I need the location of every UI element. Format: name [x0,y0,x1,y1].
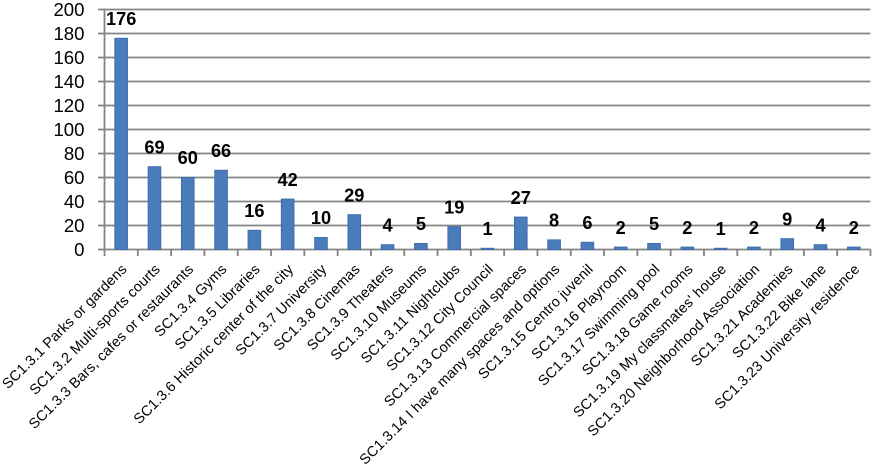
svg-text:80: 80 [64,143,85,164]
svg-text:2: 2 [616,218,626,238]
svg-text:176: 176 [106,9,136,29]
svg-text:140: 140 [53,71,84,92]
svg-text:2: 2 [849,218,859,238]
svg-text:200: 200 [53,0,84,20]
svg-text:100: 100 [53,119,84,140]
svg-text:10: 10 [311,208,331,228]
svg-text:2: 2 [682,218,692,238]
svg-text:27: 27 [511,188,531,208]
svg-text:60: 60 [178,148,198,168]
svg-text:40: 40 [64,191,85,212]
svg-text:5: 5 [649,214,659,234]
svg-text:4: 4 [815,215,826,235]
svg-text:1: 1 [716,219,726,239]
svg-text:69: 69 [144,137,164,157]
svg-text:66: 66 [211,141,231,161]
svg-text:60: 60 [64,167,85,188]
svg-text:42: 42 [278,170,298,190]
svg-text:180: 180 [53,23,84,44]
svg-text:8: 8 [549,211,559,231]
svg-text:29: 29 [344,185,364,205]
svg-text:120: 120 [53,95,84,116]
svg-text:6: 6 [582,213,592,233]
svg-text:5: 5 [416,214,426,234]
svg-text:160: 160 [53,47,84,68]
svg-text:0: 0 [74,239,84,260]
svg-text:19: 19 [444,197,464,217]
svg-text:16: 16 [244,201,264,221]
svg-text:1: 1 [482,219,492,239]
svg-text:2: 2 [749,218,759,238]
svg-text:9: 9 [782,209,792,229]
svg-text:20: 20 [64,215,85,236]
svg-text:4: 4 [383,215,394,235]
